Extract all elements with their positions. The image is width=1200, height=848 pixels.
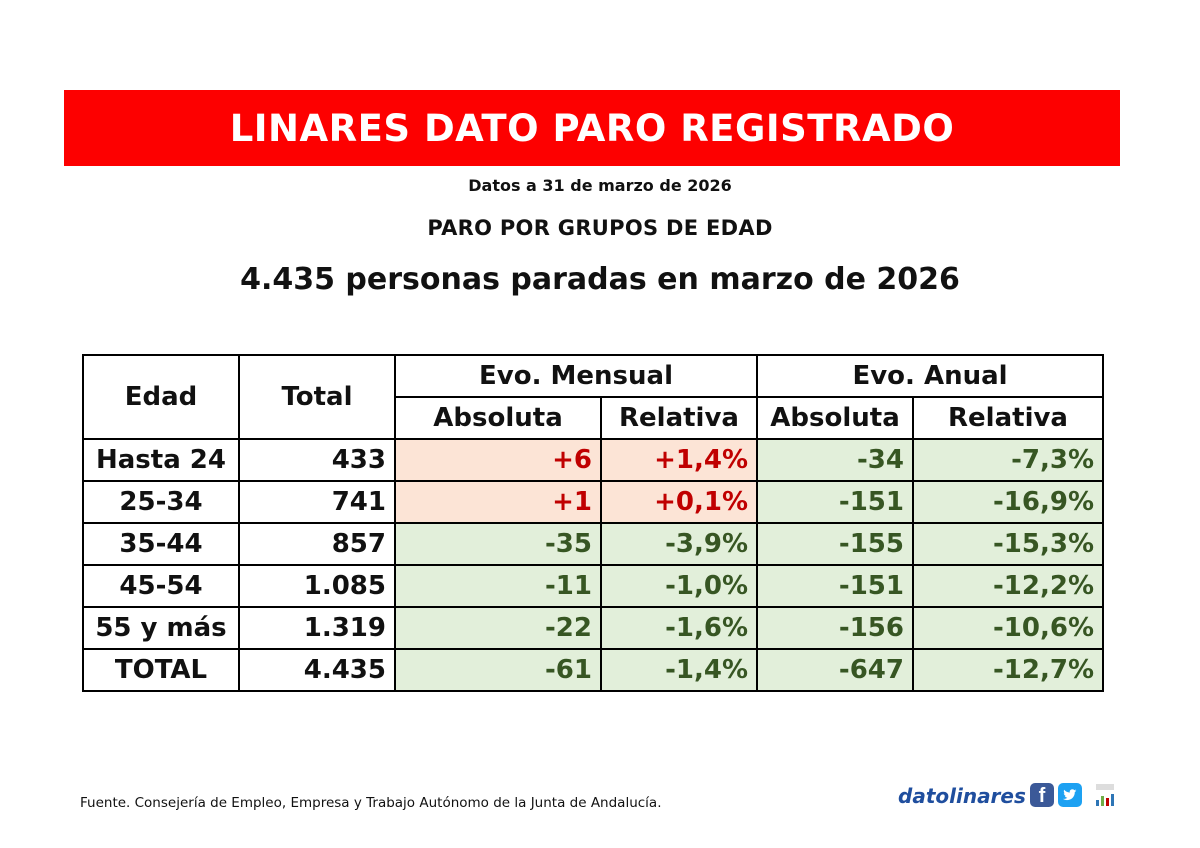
cell-edad: TOTAL [82,648,240,692]
cell-mensual-relativa: -1,0% [600,564,758,608]
cell-mensual-relativa: -1,6% [600,606,758,650]
twitter-icon[interactable] [1058,783,1082,807]
datolinares-logo-icon [1090,780,1120,810]
cell-mensual-relativa: -3,9% [600,522,758,566]
cell-total: 433 [238,438,396,482]
cell-anual-absoluta: -151 [756,480,914,524]
cell-total: 4.435 [238,648,396,692]
cell-anual-relativa: -10,6% [911,606,1105,650]
header-mensual-relativa: Relativa [600,396,758,440]
header-evo-mensual: Evo. Mensual [394,354,758,398]
header-evo-anual: Evo. Anual [755,354,1105,398]
cell-total: 1.085 [238,564,396,608]
cell-mensual-absoluta: -35 [394,522,602,566]
cell-anual-relativa: -12,7% [911,648,1105,692]
cell-anual-absoluta: -647 [756,648,914,692]
cell-mensual-relativa: -1,4% [600,648,758,692]
source-note: Fuente. Consejería de Empleo, Empresa y … [80,795,662,811]
cell-anual-absoluta: -155 [756,522,914,566]
table-row: Hasta 24 433 +6 +1,4% -34 -7,3% [82,438,1105,482]
cell-mensual-absoluta: +1 [394,480,602,524]
cell-anual-absoluta: -34 [756,438,914,482]
table-row: 25-34 741 +1 +0,1% -151 -16,9% [82,480,1105,524]
cell-edad: 55 y más [82,606,240,650]
table-row-total: TOTAL 4.435 -61 -1,4% -647 -12,7% [82,648,1105,692]
cell-mensual-relativa: +0,1% [600,480,758,524]
header-mensual-absoluta: Absoluta [394,396,602,440]
section-title: PARO POR GRUPOS DE EDAD [427,216,773,240]
brand-name: datolinares [898,784,1026,808]
cell-total: 741 [238,480,396,524]
table-row: 45-54 1.085 -11 -1,0% -151 -12,2% [82,564,1105,608]
cell-anual-relativa: -15,3% [911,522,1105,566]
cell-mensual-relativa: +1,4% [600,438,758,482]
cell-anual-relativa: -12,2% [911,564,1105,608]
cell-mensual-absoluta: -11 [394,564,602,608]
cell-mensual-absoluta: +6 [394,438,602,482]
header-edad: Edad [82,354,240,440]
cell-anual-absoluta: -156 [756,606,914,650]
cell-edad: Hasta 24 [82,438,240,482]
cell-mensual-absoluta: -22 [394,606,602,650]
cell-edad: 45-54 [82,564,240,608]
unemployment-table: Edad Total Evo. Mensual Evo. Anual Absol… [82,354,1105,692]
cell-total: 1.319 [238,606,396,650]
cell-edad: 25-34 [82,480,240,524]
title-banner: LINARES DATO PARO REGISTRADO [64,90,1120,166]
facebook-icon[interactable]: f [1030,783,1054,807]
cell-total: 857 [238,522,396,566]
headline: 4.435 personas paradas en marzo de 2026 [240,262,960,297]
date-line: Datos a 31 de marzo de 2026 [468,176,732,195]
page-title: LINARES DATO PARO REGISTRADO [229,106,955,150]
header-total: Total [238,354,396,440]
table-row: 35-44 857 -35 -3,9% -155 -15,3% [82,522,1105,566]
header-anual-absoluta: Absoluta [756,396,914,440]
cell-anual-absoluta: -151 [756,564,914,608]
cell-anual-relativa: -16,9% [911,480,1105,524]
cell-mensual-absoluta: -61 [394,648,602,692]
table-row: 55 y más 1.319 -22 -1,6% -156 -10,6% [82,606,1105,650]
cell-edad: 35-44 [82,522,240,566]
header-anual-relativa: Relativa [911,396,1105,440]
cell-anual-relativa: -7,3% [911,438,1105,482]
